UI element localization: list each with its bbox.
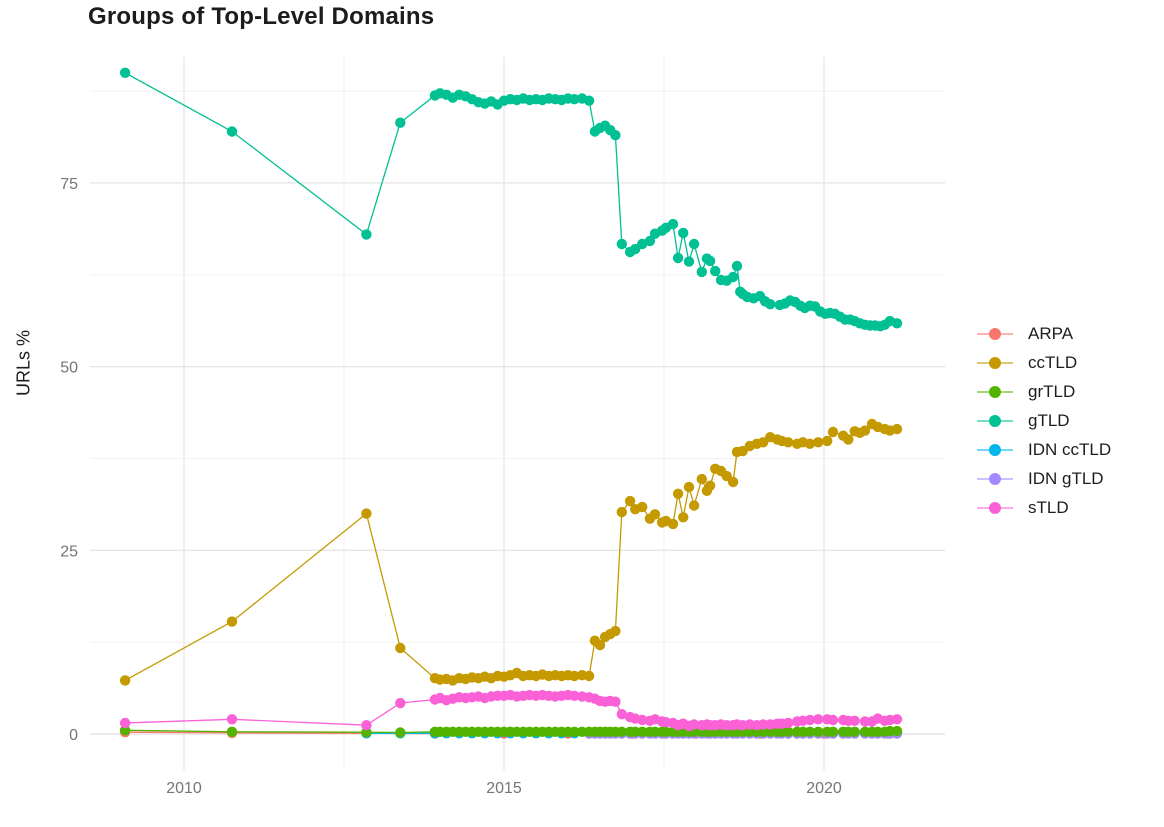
series-points-stld xyxy=(119,689,903,732)
legend-key-icon xyxy=(977,356,1013,370)
series-gtld xyxy=(119,67,903,332)
legend-key-icon xyxy=(977,414,1013,428)
legend-item-cctld: ccTLD xyxy=(977,348,1111,377)
legend-label: sTLD xyxy=(1028,497,1069,517)
legend-label: gTLD xyxy=(1028,410,1070,430)
legend-key-icon xyxy=(977,443,1013,457)
x-tick-label: 2020 xyxy=(806,780,842,797)
x-tick-label: 2010 xyxy=(166,780,202,797)
legend-item-arpa: ARPA xyxy=(977,319,1111,348)
legend-item-idn-cctld: IDN ccTLD xyxy=(977,435,1111,464)
y-tick-label: 0 xyxy=(69,727,78,744)
legend-label: ccTLD xyxy=(1028,352,1078,372)
legend: ARPA ccTLD grTLD gTLD IDN ccTLD IDN gTLD sTLD xyxy=(977,319,1111,522)
legend-item-idn-gtld: IDN gTLD xyxy=(977,464,1111,493)
legend-key-icon xyxy=(977,501,1013,515)
series-stld xyxy=(119,689,903,732)
y-tick-label: 50 xyxy=(60,360,78,377)
legend-item-stld: sTLD xyxy=(977,493,1111,522)
series-points-cctld xyxy=(119,418,903,686)
legend-label: ARPA xyxy=(1028,323,1074,343)
legend-label: IDN ccTLD xyxy=(1028,439,1112,459)
chart-title: Groups of Top-Level Domains xyxy=(88,3,435,30)
grid-major xyxy=(90,57,945,770)
legend-key-icon xyxy=(977,327,1013,341)
series-points-gtld xyxy=(119,67,903,332)
legend-key-icon xyxy=(977,472,1013,486)
grid-minor xyxy=(90,57,945,770)
legend-key-icon xyxy=(977,385,1013,399)
legend-label: IDN gTLD xyxy=(1028,468,1104,488)
series-line-gtld xyxy=(124,72,898,327)
y-tick-label: 75 xyxy=(60,176,78,193)
legend-item-gtld: gTLD xyxy=(977,406,1111,435)
series-cctld xyxy=(119,418,903,686)
x-tick-label: 2015 xyxy=(486,780,522,797)
legend-label: grTLD xyxy=(1028,381,1076,401)
y-tick-labels: 0 25 50 75 xyxy=(60,176,78,744)
y-tick-label: 25 xyxy=(60,543,78,560)
x-tick-labels: 2010 2015 2020 xyxy=(166,780,842,797)
legend-item-grtld: grTLD xyxy=(977,377,1111,406)
